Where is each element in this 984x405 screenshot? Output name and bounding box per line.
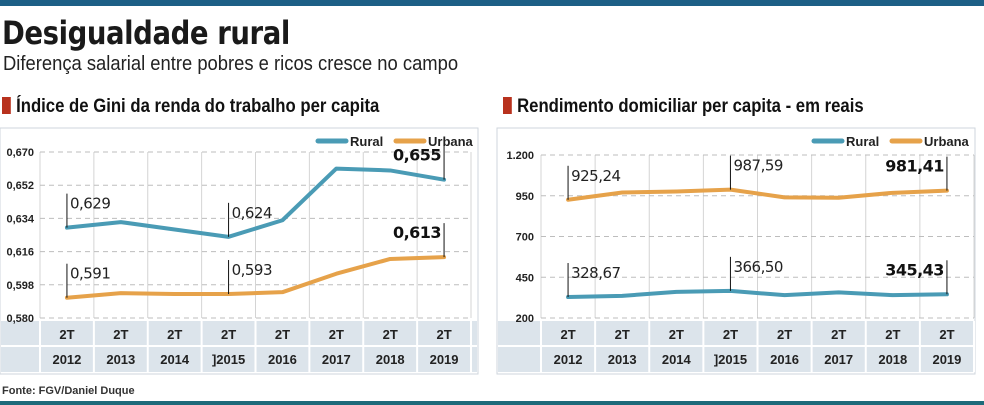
- data-label: 981,41: [885, 157, 944, 176]
- x-quarter-label: 2T: [59, 327, 74, 342]
- y-tick-label: 950: [516, 191, 534, 203]
- x-quarter-label: 2T: [615, 327, 630, 342]
- y-tick-label: 0,616: [6, 247, 34, 259]
- x-quarter-label: 2T: [831, 327, 846, 342]
- data-label: 0,593: [232, 261, 272, 279]
- x-year-label: 2017: [322, 352, 351, 367]
- data-point-urbana: [388, 257, 392, 261]
- data-point-urbana: [837, 196, 841, 200]
- x-year-label: 2014: [662, 352, 692, 367]
- data-point-rural: [119, 220, 123, 224]
- data-label: 345,43: [885, 260, 944, 279]
- y-tick-label: 200: [516, 313, 534, 325]
- data-point-urbana: [119, 291, 123, 295]
- legend-label-rural: Rural: [846, 134, 879, 149]
- series-line-rural: [64, 166, 447, 239]
- data-point-urbana: [891, 191, 895, 195]
- x-quarter-label: 2T: [777, 327, 792, 342]
- legend-label-urbana: Urbana: [924, 134, 970, 149]
- x-year-label: ]2015: [212, 352, 245, 367]
- x-quarter-label: 2T: [885, 327, 900, 342]
- data-label: 366,50: [733, 258, 783, 276]
- page-title: Desigualdade rural: [2, 14, 290, 52]
- data-point-urbana: [280, 290, 284, 294]
- page-subtitle: Diferença salarial entre pobres e ricos …: [3, 53, 459, 75]
- x-year-label: 2013: [106, 352, 135, 367]
- data-label: 925,24: [571, 167, 621, 185]
- x-year-label: ]2015: [714, 352, 747, 367]
- x-year-label: 2012: [554, 352, 583, 367]
- y-tick-label: 1.200: [506, 150, 534, 162]
- x-year-label: 2017: [824, 352, 853, 367]
- data-point-rural: [891, 293, 895, 297]
- data-point-rural: [334, 167, 338, 171]
- y-tick-label: 0,634: [6, 213, 34, 225]
- x-quarter-label: 2T: [167, 327, 182, 342]
- series-line-urbana: [566, 187, 949, 202]
- legend-label-urbana: Urbana: [428, 134, 474, 149]
- x-quarter-label: 2T: [113, 327, 128, 342]
- x-year-label: 2019: [430, 352, 459, 367]
- chart-1-title: Índice de Gini da renda do trabalho per …: [2, 96, 379, 118]
- data-point-rural: [783, 293, 787, 297]
- top-bar: [0, 0, 984, 6]
- chart-frame: [496, 127, 976, 375]
- x-quarter-label: 2T: [221, 327, 236, 342]
- x-quarter-label: 2T: [939, 327, 954, 342]
- x-year-label: 2012: [52, 352, 81, 367]
- x-quarter-label: 2T: [329, 327, 344, 342]
- data-point-urbana: [674, 190, 678, 194]
- data-point-urbana: [334, 272, 338, 276]
- x-year-label: 2013: [608, 352, 637, 367]
- x-quarter-label: 2T: [436, 327, 451, 342]
- data-label: 987,59: [733, 157, 783, 175]
- x-quarter-label: 2T: [275, 327, 290, 342]
- x-quarter-label: 2T: [723, 327, 738, 342]
- data-label: 0,613: [393, 223, 441, 242]
- x-year-label: 2014: [160, 352, 190, 367]
- data-label: 328,67: [571, 264, 621, 282]
- section-marker: [2, 97, 11, 114]
- chart-2-title-text: Rendimento domiciliar per capita - em re…: [517, 96, 864, 117]
- data-point-rural: [173, 227, 177, 231]
- data-point-rural: [620, 294, 624, 298]
- y-tick-label: 0,580: [6, 313, 34, 325]
- series-line-rural: [566, 288, 949, 300]
- series-line-urbana: [64, 255, 447, 300]
- data-label: 0,591: [70, 265, 110, 283]
- y-tick-label: 0,598: [6, 280, 34, 292]
- data-point-rural: [674, 290, 678, 294]
- data-point-urbana: [173, 292, 177, 296]
- x-year-label: 2016: [268, 352, 297, 367]
- data-label: 0,624: [232, 204, 272, 222]
- source-note: Fonte: FGV/Daniel Duque: [2, 385, 135, 397]
- x-quarter-label: 2T: [560, 327, 575, 342]
- data-label: 0,655: [393, 146, 441, 165]
- data-point-urbana: [783, 195, 787, 199]
- x-quarter-label: 2T: [669, 327, 684, 342]
- x-year-label: 2019: [932, 352, 961, 367]
- chart-2-title: Rendimento domiciliar per capita - em re…: [503, 96, 864, 118]
- section-marker: [503, 97, 512, 114]
- x-quarter-label: 2T: [383, 327, 398, 342]
- data-point-rural: [280, 218, 284, 222]
- legend-label-rural: Rural: [350, 134, 383, 149]
- x-year-label: 2016: [770, 352, 799, 367]
- x-year-label: 2018: [376, 352, 405, 367]
- y-tick-label: 700: [516, 232, 534, 244]
- chart-frame: [0, 127, 479, 375]
- data-point-urbana: [620, 190, 624, 194]
- bottom-bar: [0, 401, 984, 405]
- x-year-label: 2018: [878, 352, 907, 367]
- y-tick-label: 450: [516, 272, 534, 284]
- data-point-rural: [837, 290, 841, 294]
- y-tick-label: 0,652: [6, 180, 34, 192]
- y-tick-label: 0,670: [6, 147, 34, 159]
- chart-1-title-text: Índice de Gini da renda do trabalho per …: [16, 96, 380, 117]
- data-label: 0,629: [70, 195, 110, 213]
- data-point-rural: [388, 168, 392, 172]
